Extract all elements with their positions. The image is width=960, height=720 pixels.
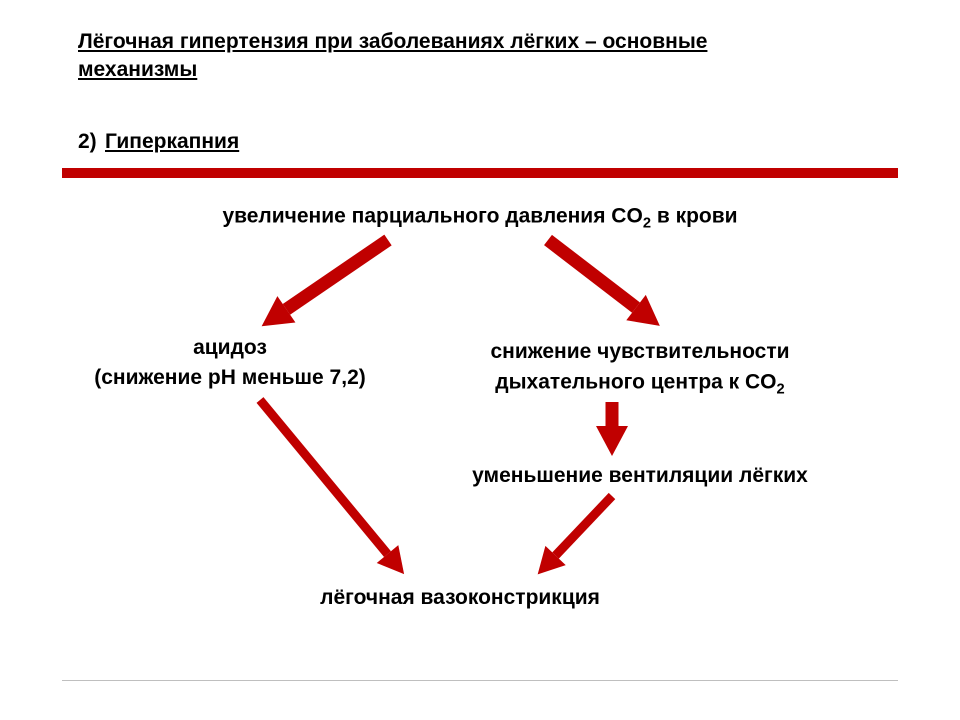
accent-bar [62,168,898,178]
subtitle-number: 2) [78,130,97,154]
slide-title-line2: механизмы [78,58,197,82]
node-ventilation: уменьшение вентиляции лёгких [472,464,808,488]
arrow-3 [260,400,404,574]
arrow-0 [262,240,388,326]
slide-title-line1: Лёгочная гипертензия при заболеваниях лё… [78,30,707,54]
node-acidosis-line1: ацидоз [193,336,267,360]
node-vasoconstriction: лёгочная вазоконстрикция [320,586,600,610]
arrow-4 [538,496,612,574]
node-sensitivity-line2: дыхательного центра к CO2 [495,370,784,397]
node-sensitivity-line1: снижение чувствительности [490,340,789,364]
node-top: увеличение парциального давления CO2 в к… [222,204,737,231]
arrow-1 [548,240,660,326]
footer-divider [62,680,898,681]
node-acidosis-line2: (снижение pH меньше 7,2) [94,366,366,390]
subtitle-text: Гиперкапния [105,130,239,154]
